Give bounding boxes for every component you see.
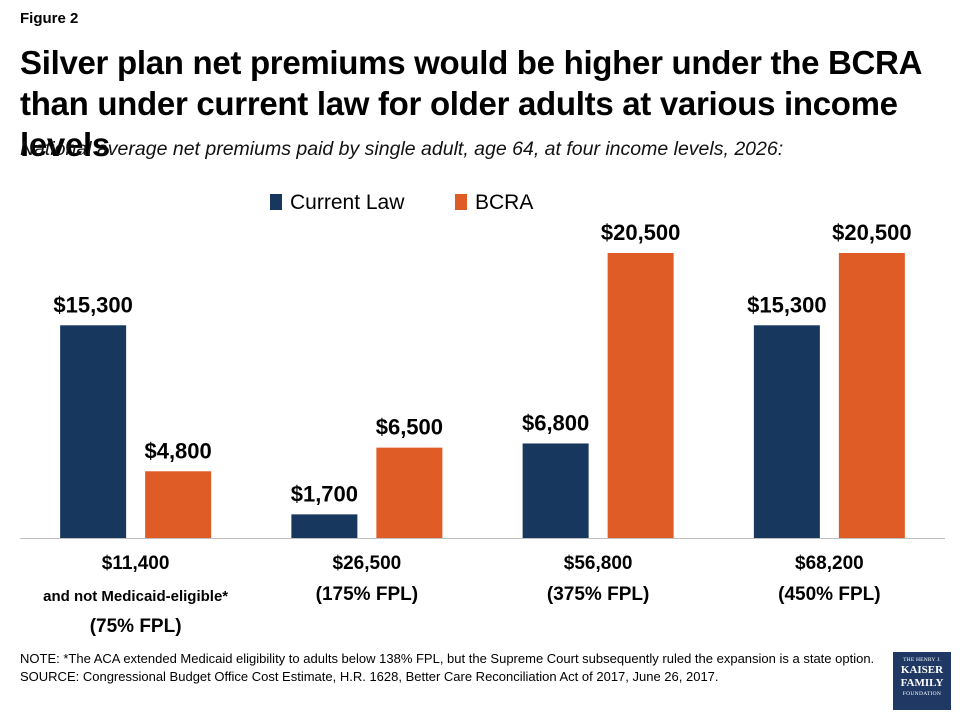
category-label-1-1: (175% FPL): [316, 584, 418, 605]
bar-0-1: [291, 514, 358, 538]
category-label-0-1: and not Medicaid-eligible*: [43, 588, 228, 605]
note-text: NOTE: *The ACA extended Medicaid eligibi…: [20, 651, 875, 666]
logo-line-1: THE HENRY J.: [903, 657, 941, 663]
bar-0-3: [753, 325, 820, 538]
bar-1-0: [145, 471, 212, 538]
data-label-0-3: $15,300: [747, 292, 827, 317]
figure-label: Figure 2: [20, 10, 79, 27]
category-label-3-1: (450% FPL): [778, 584, 880, 605]
chart-subtitle: National average net premiums paid by si…: [20, 138, 784, 160]
bar-1-1: [376, 447, 443, 538]
category-label-2-0: $56,800: [564, 553, 633, 574]
legend-swatch-0: [270, 194, 282, 210]
logo-line-2: KAISER: [900, 664, 944, 676]
legend-swatch-1: [455, 194, 467, 210]
data-label-1-3: $20,500: [832, 220, 912, 245]
footnotes: NOTE: *The ACA extended Medicaid eligibi…: [20, 650, 880, 686]
legend-label-1: BCRA: [475, 191, 533, 214]
data-label-1-0: $4,800: [144, 438, 211, 463]
logo-line-4: FOUNDATION: [902, 691, 942, 697]
data-label-0-1: $1,700: [291, 481, 358, 506]
category-label-3-0: $68,200: [795, 553, 864, 574]
category-label-0-0: $11,400: [102, 553, 170, 574]
data-label-0-0: $15,300: [53, 292, 133, 317]
chart-title: Silver plan net premiums would be higher…: [20, 44, 921, 163]
data-label-1-2: $20,500: [601, 220, 681, 245]
category-label-0-2: (75% FPL): [90, 616, 182, 637]
category-label-2-1: (375% FPL): [547, 584, 649, 605]
bar-0-0: [60, 325, 127, 538]
data-label-1-1: $6,500: [376, 415, 443, 440]
bar-chart: Current Law BCRA $15,300 $4,800 $11,400 and n…: [20, 191, 945, 637]
bar-1-3: [838, 253, 905, 538]
data-label-0-2: $6,800: [522, 410, 589, 435]
source-text: SOURCE: Congressional Budget Office Cost…: [20, 669, 719, 684]
legend-label-0: Current Law: [290, 191, 405, 214]
category-label-1-0: $26,500: [333, 553, 402, 574]
bar-0-2: [522, 443, 589, 538]
kff-logo: THE HENRY J. KAISER FAMILY FOUNDATION: [893, 652, 951, 710]
bar-1-2: [607, 253, 674, 538]
logo-line-3: FAMILY: [900, 677, 944, 689]
